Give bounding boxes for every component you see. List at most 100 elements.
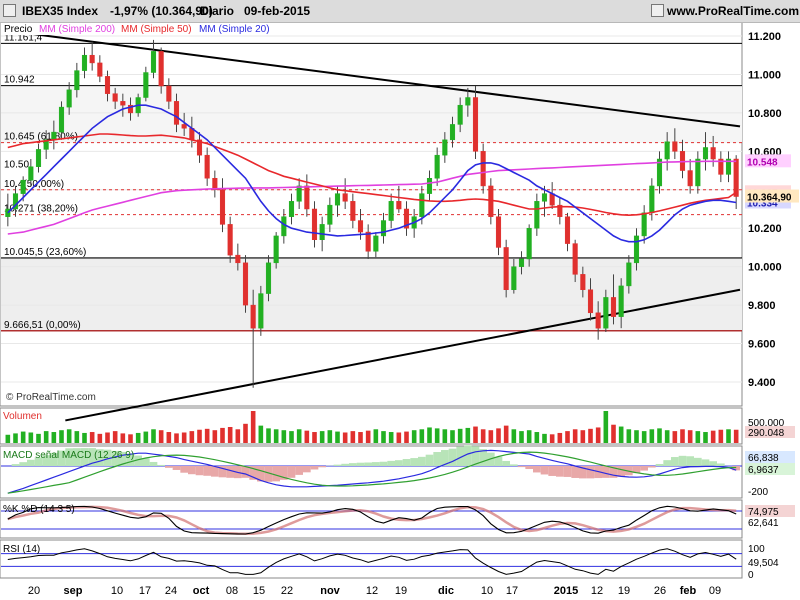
macd-hist-bar: [717, 463, 725, 466]
volume-bar: [687, 430, 693, 443]
volume-bar: [319, 431, 325, 443]
macd-hist-bar: [188, 466, 196, 475]
candle-body: [166, 85, 172, 102]
candle-body: [419, 193, 425, 217]
volume-bars: [5, 411, 739, 443]
macd-hist-bar: [126, 453, 135, 466]
volume-last-badge: [745, 426, 795, 438]
window-icon[interactable]: [651, 4, 664, 17]
volume-bar: [565, 431, 570, 443]
volume-label: Volumen: [3, 411, 42, 422]
rsi-label: RSI (14): [3, 544, 40, 555]
x-tick-label: oct: [193, 585, 210, 597]
candle-body: [610, 297, 617, 317]
volume-bar: [649, 429, 655, 443]
legend-bg: [1, 22, 273, 35]
macd-hist-bar: [448, 448, 457, 466]
macd-hist-bar: [517, 466, 526, 468]
candle-body: [649, 185, 655, 214]
price-grid: [1, 35, 742, 383]
candle-body: [288, 201, 295, 217]
macd-hist-bar: [249, 466, 257, 480]
x-tick-label: nov: [320, 585, 340, 597]
fib-label: 9.666,51 (0,00%): [4, 320, 81, 331]
fib-levels: 11.161,4 10.942 10.645 (61,80%) 10.50 10.4(5…: [1, 32, 742, 332]
x-tick-label: 22: [281, 585, 293, 597]
volume-bar: [381, 431, 386, 443]
volume-bar: [496, 428, 501, 443]
macd-hist-bar: [686, 456, 694, 466]
macd-hist-bar: [464, 445, 472, 466]
macd-tick-low: -200: [748, 487, 768, 498]
badge-text-ma50b: 10.334: [747, 198, 778, 209]
candle-body: [388, 201, 394, 221]
volume-bar: [220, 427, 225, 443]
volume-bar: [526, 430, 532, 443]
macd-hist-bar: [333, 464, 342, 466]
volume-bar: [312, 432, 317, 443]
macd-hist-bar: [195, 466, 204, 476]
volume-bar: [411, 430, 417, 443]
volume-bar: [120, 433, 126, 443]
y-tick-label: 10.200: [748, 223, 782, 235]
macd-hist-bar: [379, 461, 388, 466]
macd-hist-bar: [571, 466, 579, 478]
macd-hist-bar: [671, 457, 679, 466]
menu-icon[interactable]: [3, 4, 16, 17]
macd-hist-bar: [172, 466, 181, 470]
price-panel: [0, 21, 743, 407]
macd-line: [7, 449, 737, 494]
candle-body: [43, 139, 49, 150]
macd-hist-bar: [203, 466, 211, 476]
candle-body: [196, 139, 203, 156]
macd-hist-bar: [418, 456, 426, 466]
trendlines: [3, 29, 741, 422]
volume-bar: [174, 433, 179, 443]
candle-body: [319, 224, 325, 241]
macd-hist-bar: [134, 455, 142, 466]
volume-bar: [710, 430, 716, 443]
volume-bar: [588, 428, 593, 443]
macd-hist-bar: [540, 466, 549, 475]
macd-hist-bar: [73, 448, 81, 466]
volume-bar: [66, 429, 72, 443]
macd-hist-bar: [586, 466, 595, 479]
trendline-support: [65, 288, 741, 422]
candle-body: [35, 149, 42, 167]
candle-body: [265, 262, 272, 294]
macd-hist-bar: [142, 458, 150, 466]
x-tick-label: 24: [165, 585, 177, 597]
rsi-value: 49,504: [748, 558, 779, 569]
macd-hist-bar: [356, 462, 365, 466]
candle-body: [12, 193, 19, 210]
candle-body: [396, 201, 402, 210]
candle-body: [273, 235, 279, 264]
sma200-line: [7, 160, 737, 235]
candle-body: [702, 147, 709, 160]
macd-hist-bar: [119, 451, 127, 466]
candle-body: [74, 70, 80, 91]
macd-hist-bar: [57, 450, 66, 466]
volume-bar: [641, 431, 647, 443]
x-axis: 20 sep 10 17 24 oct 08 15 22 nov 12 19 dic 10 17 2015 12…: [0, 579, 800, 600]
candle-body: [66, 89, 72, 108]
volume-bar: [634, 430, 639, 443]
moving-averages: [7, 104, 737, 243]
legend-ma50: MM (Simple 50): [121, 24, 192, 35]
candle-body: [373, 235, 379, 252]
volume-bar: [434, 428, 440, 443]
macd-hist-bar: [556, 466, 564, 477]
sma50-line: [7, 133, 737, 217]
volume-bar: [572, 429, 578, 443]
volume-bar: [358, 432, 363, 443]
candle-body: [495, 216, 502, 248]
macd-hist-bar: [149, 461, 158, 466]
x-tick-label: 10: [481, 585, 493, 597]
macd-hist-bar: [433, 452, 441, 466]
x-tick-label: 17: [506, 585, 518, 597]
volume-bar: [20, 431, 26, 443]
y-tick-label: 11.000: [748, 69, 781, 81]
stochastic-label: %K %D (14 3 5): [3, 504, 75, 515]
